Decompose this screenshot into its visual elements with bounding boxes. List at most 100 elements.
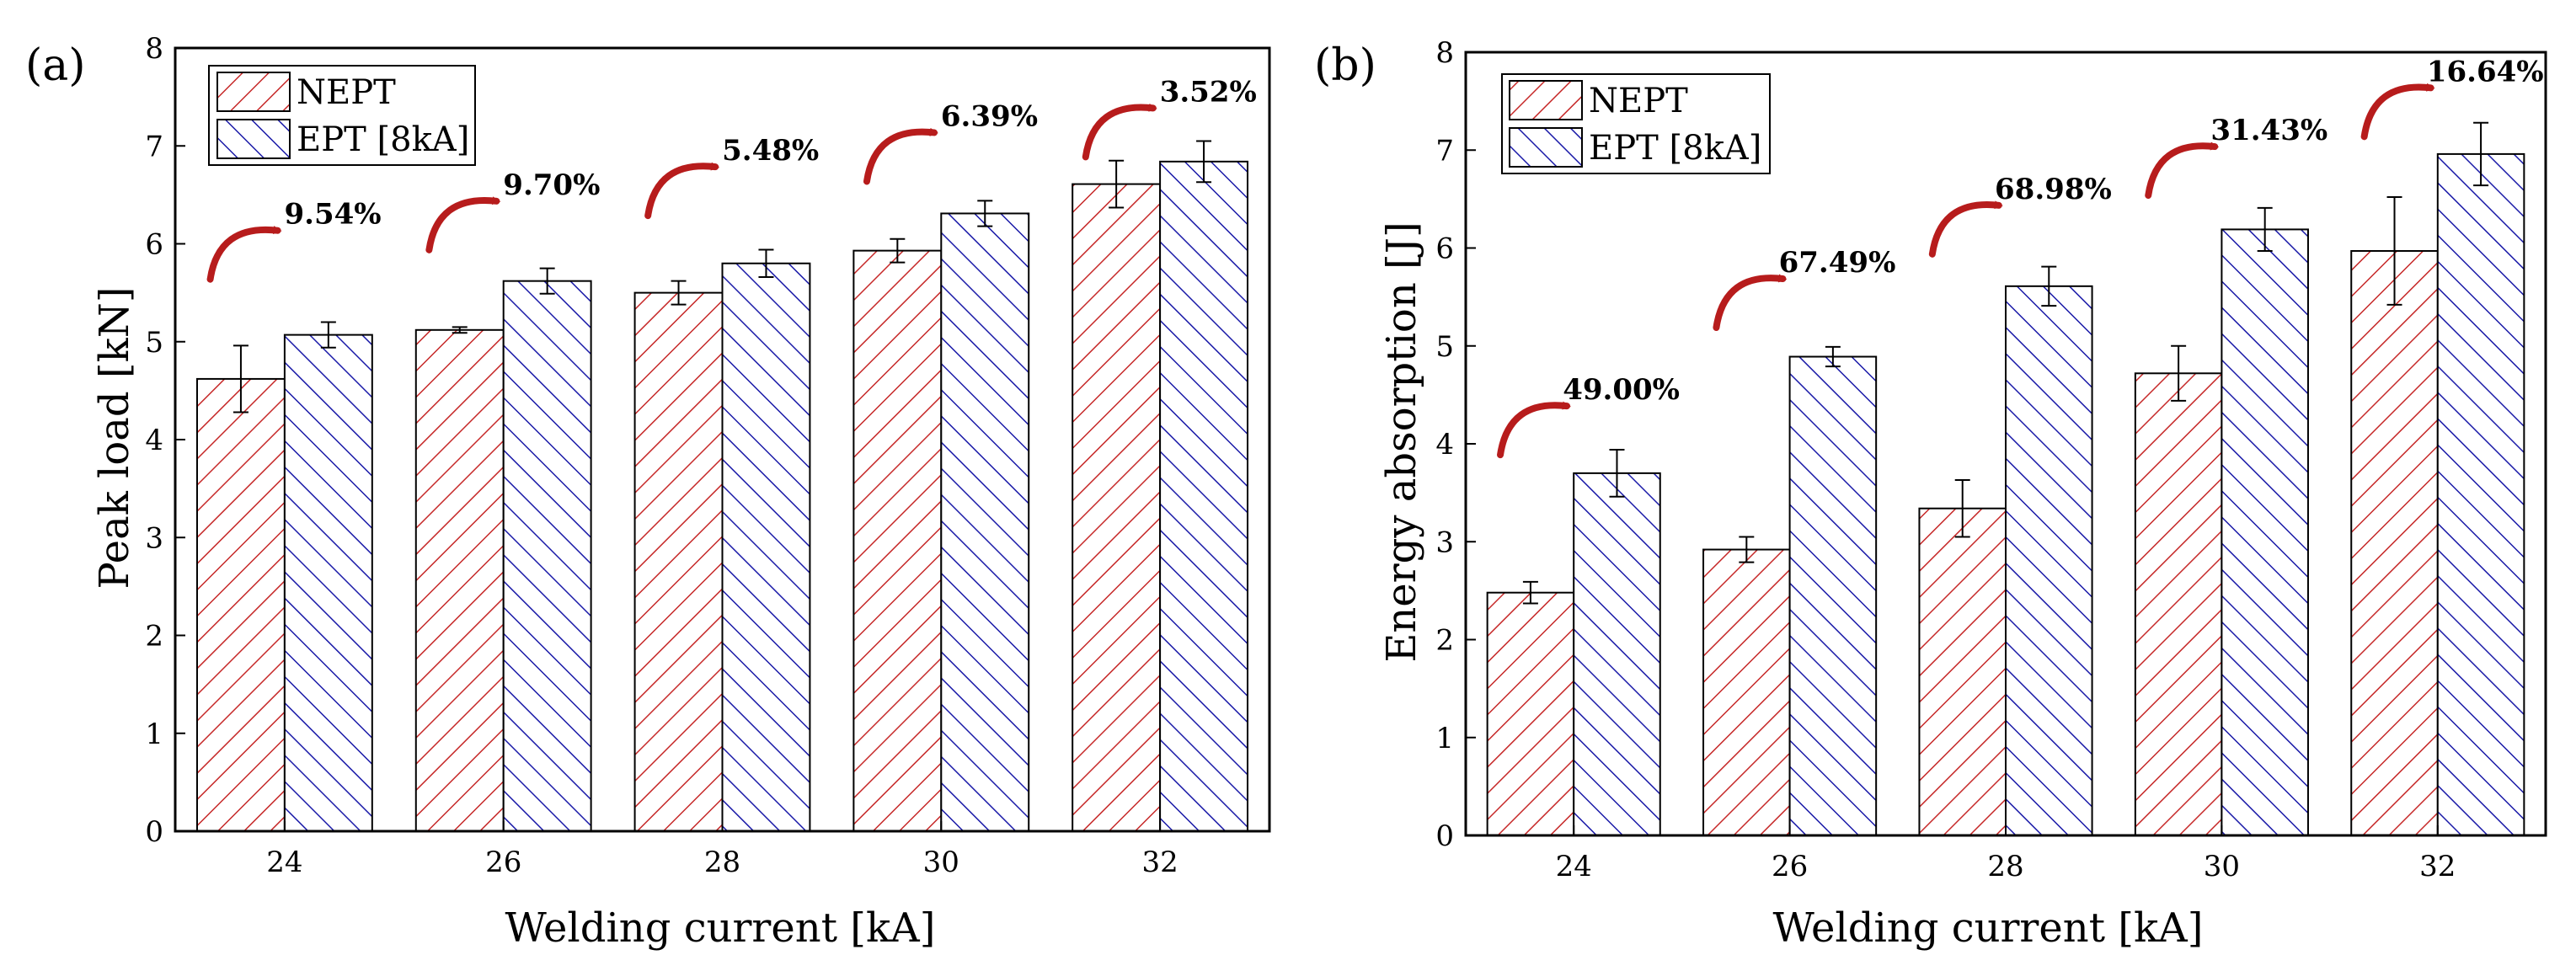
chart-a-increase-arrow-30 xyxy=(863,127,938,185)
chart-b-legend-swatch-nept xyxy=(1509,80,1583,120)
chart-a-annotation-28: 5.48% xyxy=(722,134,819,168)
chart-a-increase-arrow-24 xyxy=(206,226,282,283)
chart-b-plot: 0 1 2 3 4 5 6 7 8 24 49.00% 26 67.49% 28 68.98% 30 31.43… xyxy=(1435,36,2547,883)
chart-b-annotation-32: 16.64% xyxy=(2427,55,2544,88)
chart-b-ytick-label-6: 6 xyxy=(1435,232,1454,266)
chart-a-bar-ept-28 xyxy=(721,262,811,832)
chart-b-annotation-24: 49.00% xyxy=(1563,373,1680,407)
chart-b-ytick-label-2: 2 xyxy=(1435,624,1454,658)
chart-a-bar-ept-32 xyxy=(1159,160,1249,833)
chart-a-bar-ept-30 xyxy=(940,212,1030,832)
chart-a-xtick-label-30: 30 xyxy=(923,846,959,879)
chart-a-ytick-label-3: 3 xyxy=(145,521,163,555)
chart-a-errorbar-nept-26 xyxy=(452,326,468,334)
chart-b: (b) 0 1 2 3 4 5 6 7 8 24 49.00% 26 67.49% 28 68.98% 30 3… xyxy=(1314,36,2547,952)
chart-a-errorbar-nept-28 xyxy=(671,280,687,306)
chart-a-errorbar-nept-30 xyxy=(890,237,906,264)
chart-a-bar-nept-30 xyxy=(852,249,943,832)
chart-b-bar-ept-32 xyxy=(2436,152,2525,836)
chart-b-xtick-label-24: 24 xyxy=(1556,850,1592,883)
chart-a-errorbar-ept-26 xyxy=(539,267,555,295)
chart-b-bar-ept-30 xyxy=(2221,228,2309,837)
chart-b-xtick-label-28: 28 xyxy=(1987,850,2023,883)
chart-b-errorbar-nept-28 xyxy=(1954,479,1970,538)
chart-b-bar-nept-26 xyxy=(1702,548,1791,836)
chart-a-bar-nept-24 xyxy=(195,377,286,832)
chart-a-ytick-label-8: 8 xyxy=(145,32,163,66)
chart-a-bar-nept-26 xyxy=(414,328,505,832)
chart-b-ytick-label-3: 3 xyxy=(1435,526,1454,559)
chart-a-annotation-32: 3.52% xyxy=(1160,75,1257,109)
chart-a-errorbar-nept-32 xyxy=(1109,159,1125,209)
chart-b-ylabel: Energy absorption [J] xyxy=(1378,221,1425,662)
chart-b-errorbar-ept-24 xyxy=(1609,448,1625,498)
chart-b-bar-nept-32 xyxy=(2350,249,2439,836)
chart-a-annotation-30: 6.39% xyxy=(941,99,1038,133)
chart-a: (a) 0 1 2 3 4 5 6 7 8 24 9.54% 26 9.70% 28 5.48% 30 6.39… xyxy=(25,32,1271,952)
chart-a-ytick-label-6: 6 xyxy=(145,228,163,262)
chart-b-increase-arrow-32 xyxy=(2360,83,2435,141)
chart-a-bar-ept-24 xyxy=(283,333,373,832)
chart-b-bar-nept-28 xyxy=(1918,507,2007,836)
chart-a-xtick-label-26: 26 xyxy=(485,846,521,879)
chart-b-legend: NEPT EPT [8kA] xyxy=(1501,73,1771,174)
chart-b-bar-nept-24 xyxy=(1486,591,1575,836)
chart-a-errorbar-nept-24 xyxy=(232,344,249,413)
chart-a-legend-swatch-ept xyxy=(216,119,291,159)
chart-b-increase-arrow-28 xyxy=(1928,200,2003,258)
chart-a-axes-frame xyxy=(174,46,1271,833)
chart-a-errorbar-ept-24 xyxy=(320,321,336,349)
chart-a-errorbar-ept-28 xyxy=(758,248,774,279)
chart-a-plot: 0 1 2 3 4 5 6 7 8 24 9.54% 26 9.70% 28 5.48% 30 6.39% 32 3… xyxy=(145,32,1271,879)
chart-a-errorbar-ept-32 xyxy=(1196,140,1212,184)
chart-b-errorbar-nept-24 xyxy=(1522,580,1538,605)
chart-b-bar-nept-30 xyxy=(2134,372,2223,836)
chart-a-legend-swatch-nept xyxy=(216,72,291,112)
chart-b-errorbar-ept-30 xyxy=(2257,206,2273,252)
chart-b-xtick-label-30: 30 xyxy=(2204,850,2240,883)
chart-b-legend-swatch-ept xyxy=(1509,127,1583,168)
chart-a-legend: NEPT EPT [8kA] xyxy=(208,65,476,166)
chart-b-errorbar-nept-32 xyxy=(2386,196,2402,306)
chart-a-legend-label-ept: EPT [8kA] xyxy=(297,120,469,159)
chart-a-ytick-label-0: 0 xyxy=(145,815,163,849)
chart-a-ytick-label-2: 2 xyxy=(145,620,163,654)
chart-a-ylabel: Peak load [kN] xyxy=(91,287,138,590)
chart-b-bar-ept-28 xyxy=(2005,285,2093,836)
chart-b-ytick-label-4: 4 xyxy=(1435,428,1454,461)
chart-b-legend-label-ept: EPT [8kA] xyxy=(1589,129,1761,168)
chart-a-bar-nept-28 xyxy=(633,291,724,832)
chart-b-increase-arrow-24 xyxy=(1497,401,1571,459)
chart-b-ytick-label-7: 7 xyxy=(1435,134,1454,168)
chart-a-increase-arrow-26 xyxy=(425,196,501,253)
chart-a-bar-ept-26 xyxy=(502,280,592,832)
chart-a-panel-label: (a) xyxy=(25,40,86,91)
chart-a-xtick-label-32: 32 xyxy=(1141,846,1178,879)
chart-b-bar-ept-26 xyxy=(1788,355,1878,837)
chart-a-ytick-label-7: 7 xyxy=(145,130,163,163)
chart-b-xtick-label-26: 26 xyxy=(1772,850,1808,883)
chart-b-ytick-label-0: 0 xyxy=(1435,819,1454,853)
chart-a-bar-nept-32 xyxy=(1072,183,1162,832)
chart-a-ytick-label-5: 5 xyxy=(145,326,163,360)
chart-b-ytick-label-1: 1 xyxy=(1435,722,1454,755)
chart-a-xtick-label-28: 28 xyxy=(704,846,740,879)
chart-b-errorbar-ept-32 xyxy=(2473,121,2489,187)
chart-a-xlabel: Welding current [kA] xyxy=(505,904,936,952)
chart-a-errorbar-ept-30 xyxy=(977,200,993,227)
chart-b-errorbar-nept-26 xyxy=(1739,536,1755,563)
chart-b-bar-ept-24 xyxy=(1573,472,1661,836)
chart-b-ytick-label-8: 8 xyxy=(1435,36,1454,70)
chart-a-xtick-label-24: 24 xyxy=(266,846,302,879)
chart-b-panel-label: (b) xyxy=(1314,40,1376,91)
chart-b-errorbar-nept-30 xyxy=(2171,344,2187,402)
chart-a-ytick-label-1: 1 xyxy=(145,718,163,751)
chart-b-annotation-26: 67.49% xyxy=(1779,246,1896,280)
chart-b-increase-arrow-26 xyxy=(1713,274,1788,331)
chart-a-annotation-26: 9.70% xyxy=(503,168,600,202)
chart-a-legend-label-nept: NEPT xyxy=(297,73,396,112)
chart-b-legend-label-nept: NEPT xyxy=(1589,82,1688,120)
chart-a-ytick-label-4: 4 xyxy=(145,424,163,457)
chart-b-xtick-label-32: 32 xyxy=(2419,850,2456,883)
